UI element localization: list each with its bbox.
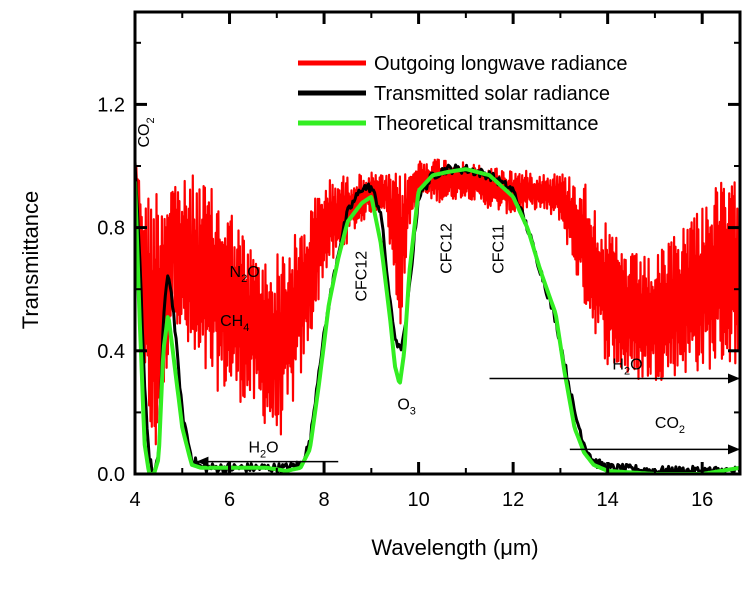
- annotation-text: CO2: [655, 415, 685, 436]
- annotation-text: CO2: [136, 117, 157, 147]
- annotation-label: H2O: [612, 356, 642, 377]
- annotation-text: H2O: [612, 356, 642, 377]
- x-tick-label: 8: [319, 489, 330, 511]
- annotation-label: CO2: [136, 117, 157, 147]
- x-tick-label: 10: [407, 489, 429, 511]
- arrow-layer: [196, 373, 740, 467]
- arrow-head: [196, 456, 209, 467]
- x-axis-label: Wavelength (μm): [371, 535, 538, 560]
- annotation-label: O3: [397, 396, 416, 417]
- annotation-layer: CO2 N2O CH4 CFC12 O3 CFC12 CFC11 H2O H2O CO2: [136, 117, 685, 460]
- annotation-label: CO2: [655, 415, 685, 436]
- annotation-label: CFC11: [491, 224, 508, 274]
- annotation-text: H2O: [248, 439, 278, 460]
- plot-border: [133, 10, 742, 476]
- y-axis-label: Transmittance: [18, 191, 43, 330]
- annotation-label: CFC12: [354, 251, 371, 302]
- annotation-label: N2O: [230, 264, 260, 285]
- y-tick-label: 0.4: [97, 341, 125, 363]
- x-tick-label: 16: [691, 489, 713, 511]
- y-tick-label: 1.2: [97, 94, 125, 116]
- x-tick-label: 4: [129, 489, 140, 511]
- annotation-label: H2O: [248, 439, 278, 460]
- x-tick-label: 12: [502, 489, 524, 511]
- legend: Outgoing longwave radiance Transmitted so…: [298, 53, 628, 135]
- legend-label: Theoretical transmittance: [374, 113, 599, 135]
- plot-frame: [133, 10, 742, 476]
- annotation-text: N2O: [230, 264, 260, 285]
- annotation-text: CFC12: [354, 251, 371, 302]
- annotation-text: CH4: [220, 313, 249, 334]
- annotation-label: CFC12: [439, 223, 456, 274]
- legend-label: Outgoing longwave radiance: [374, 53, 628, 75]
- annotation-text: CFC12: [439, 223, 456, 274]
- arrow-head: [728, 373, 740, 384]
- axis-ticks: 4 6 8 10 12 14 16 0.0 0.4 0.8 1.2: [97, 12, 740, 511]
- x-tick-label: 6: [224, 489, 235, 511]
- y-tick-label: 0.0: [97, 464, 125, 486]
- annotation-label: CH4: [220, 313, 249, 334]
- x-tick-label: 14: [597, 489, 619, 511]
- series-line-longwave: [135, 154, 740, 446]
- y-tick-label: 0.8: [97, 218, 125, 240]
- annotation-text: O3: [397, 396, 416, 417]
- arrow-head: [728, 444, 740, 455]
- legend-label: Transmitted solar radiance: [374, 83, 610, 105]
- annotation-text: CFC11: [491, 224, 508, 274]
